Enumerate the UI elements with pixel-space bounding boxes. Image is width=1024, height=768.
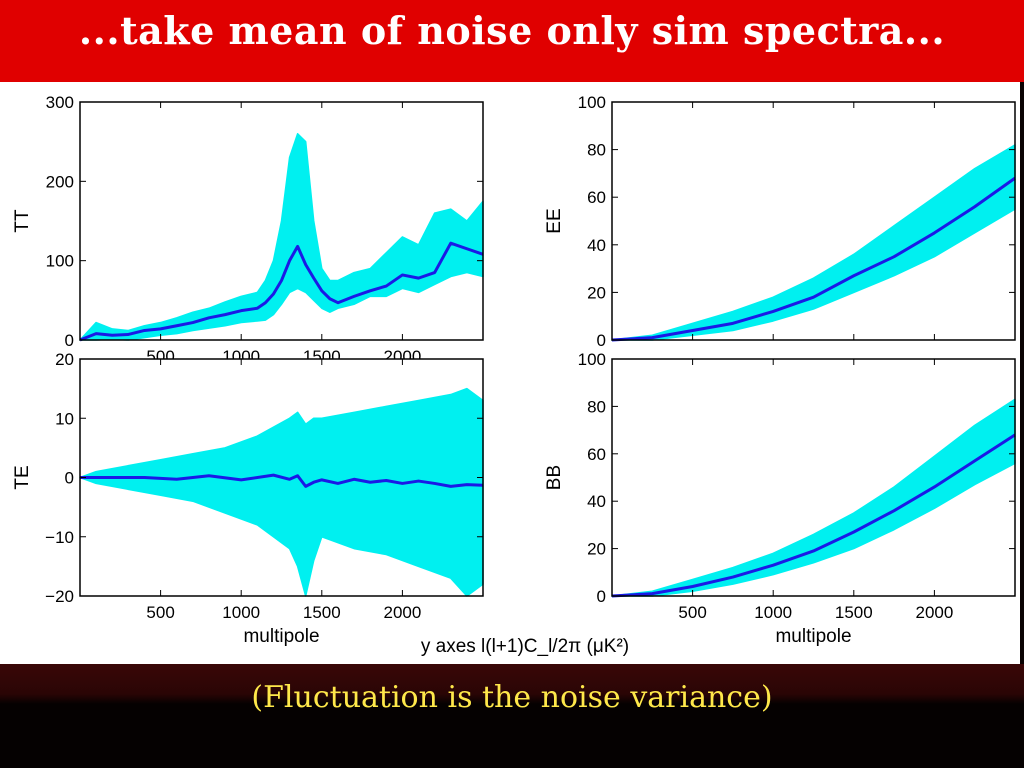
ytick-label: 100 (578, 350, 606, 369)
xtick-label: 500 (678, 603, 706, 622)
chart-ee: 0 20 40 60 80 100 EE (544, 93, 1016, 350)
ytick-label: 60 (587, 445, 606, 464)
slide-caption: (Fluctuation is the noise variance) (251, 680, 773, 715)
ytick-label: 40 (587, 236, 606, 255)
ytick-label: −20 (45, 587, 74, 606)
ytick-label: 0 (65, 469, 74, 488)
ytick-label: 40 (587, 492, 606, 511)
mean-line (611, 433, 1016, 598)
chart-bb: 0 20 40 60 80 100 500 1000 1500 2000 BB multipole (544, 350, 1016, 647)
ytick-label: 20 (587, 283, 606, 302)
ylabel: BB (544, 465, 565, 490)
xtick-label: 1000 (754, 603, 792, 622)
axes-frame (611, 358, 1016, 597)
mean-line (79, 241, 484, 342)
chart-te: −20 −10 0 10 20 500 1000 1500 2000 TE multipole (12, 350, 484, 647)
caption-band (0, 664, 1024, 768)
mean-line (611, 176, 1016, 342)
ytick-label: 100 (578, 93, 606, 112)
title-bar (0, 0, 1024, 82)
xlabel: multipole (775, 626, 851, 647)
axes-frame (611, 101, 1016, 341)
xtick-label: 1500 (303, 603, 341, 622)
ytick-label: 20 (55, 350, 74, 369)
mean-line (80, 473, 484, 488)
xlabel: multipole (243, 626, 319, 647)
ylabel: EE (544, 208, 565, 233)
shared-ylabel: y axes l(l+1)C_l/2π (μK²) (421, 636, 629, 657)
ytick-label: 0 (597, 587, 606, 606)
ytick-label: 80 (587, 397, 606, 416)
xtick-label: 500 (146, 603, 174, 622)
xtick-label: 1000 (222, 603, 260, 622)
ylabel: TE (12, 465, 33, 489)
ytick-label: 0 (597, 331, 606, 350)
axes-frame (79, 101, 484, 341)
slide-title: ...take mean of noise only sim spectra..… (78, 8, 946, 53)
ytick-label: 10 (55, 409, 74, 428)
ytick-label: 0 (65, 331, 74, 350)
ylabel: TT (12, 209, 33, 233)
xtick-label: 2000 (915, 603, 953, 622)
ytick-label: 100 (46, 252, 74, 271)
ytick-label: 200 (46, 172, 74, 191)
ytick-label: 80 (587, 141, 606, 160)
xtick-label: 2000 (383, 603, 421, 622)
xtick-label: 1500 (835, 603, 873, 622)
ytick-label: −10 (45, 528, 74, 547)
ytick-label: 20 (587, 540, 606, 559)
ytick-label: 300 (46, 93, 74, 112)
ytick-label: 60 (587, 188, 606, 207)
